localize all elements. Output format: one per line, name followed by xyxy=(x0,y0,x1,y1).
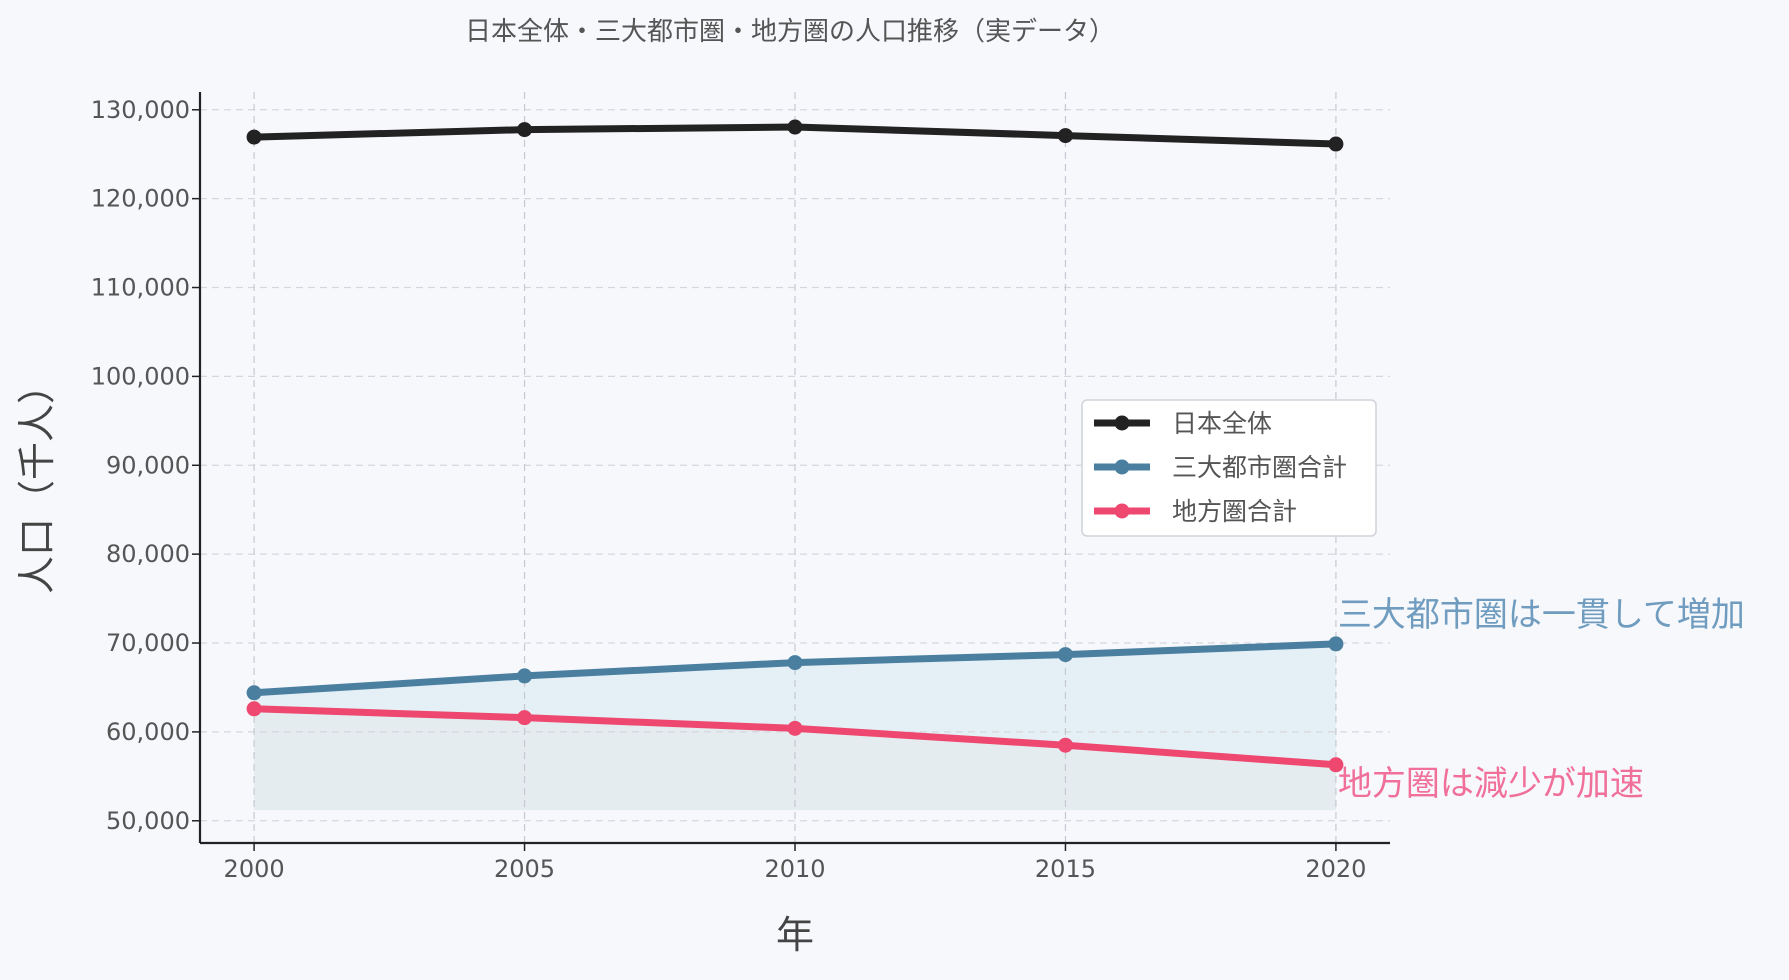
data-point xyxy=(246,685,262,701)
y-tick-label: 120,000 xyxy=(91,185,190,213)
data-point xyxy=(517,122,533,138)
y-tick-label: 110,000 xyxy=(91,274,190,302)
annotation-label: 三大都市圏は一貫して増加 xyxy=(1338,595,1745,635)
legend-marker xyxy=(1114,415,1130,431)
legend-marker xyxy=(1114,459,1130,475)
data-point xyxy=(1328,136,1344,152)
legend-box xyxy=(1081,399,1377,537)
x-axis-title: 年 xyxy=(776,913,814,957)
data-point xyxy=(1057,647,1073,663)
y-tick-label: 50,000 xyxy=(106,807,190,835)
x-tick-label: 2000 xyxy=(224,855,285,883)
y-axis-title: 人口（千人） xyxy=(15,366,59,594)
data-point xyxy=(246,129,262,145)
x-tick-label: 2020 xyxy=(1305,855,1366,883)
annotation-label: 地方圏は減少が加速 xyxy=(1338,764,1644,804)
data-point xyxy=(1057,128,1073,144)
data-point xyxy=(1328,757,1344,773)
x-tick-label: 2010 xyxy=(764,855,825,883)
legend-label: 地方圏合計 xyxy=(1172,497,1297,526)
data-point xyxy=(787,655,803,671)
y-tick-label: 100,000 xyxy=(91,362,190,390)
data-point xyxy=(787,119,803,135)
chart-title: 日本全体・三大都市圏・地方圏の人口推移（実データ） xyxy=(465,17,1115,47)
data-point xyxy=(246,701,262,717)
series-lines xyxy=(246,119,1344,773)
data-point xyxy=(787,720,803,736)
data-point xyxy=(1057,737,1073,753)
legend-label: 日本全体 xyxy=(1172,409,1272,438)
y-tick-label: 60,000 xyxy=(106,718,190,746)
y-tick-label: 130,000 xyxy=(91,96,190,124)
y-axis-ticks: 50,000 60,000 70,000 80,000 90,000 100,000 110… xyxy=(91,96,200,835)
legend-marker xyxy=(1114,503,1130,519)
data-point xyxy=(1328,636,1344,652)
legend-label: 三大都市圏合計 xyxy=(1172,453,1347,482)
data-point xyxy=(517,668,533,684)
x-axis-ticks: 2000 2005 2010 2015 2020 xyxy=(224,843,1366,883)
x-tick-label: 2015 xyxy=(1035,855,1096,883)
y-tick-label: 80,000 xyxy=(106,540,190,568)
data-point xyxy=(517,710,533,726)
y-tick-label: 90,000 xyxy=(106,451,190,479)
x-tick-label: 2005 xyxy=(494,855,555,883)
y-tick-label: 70,000 xyxy=(106,629,190,657)
